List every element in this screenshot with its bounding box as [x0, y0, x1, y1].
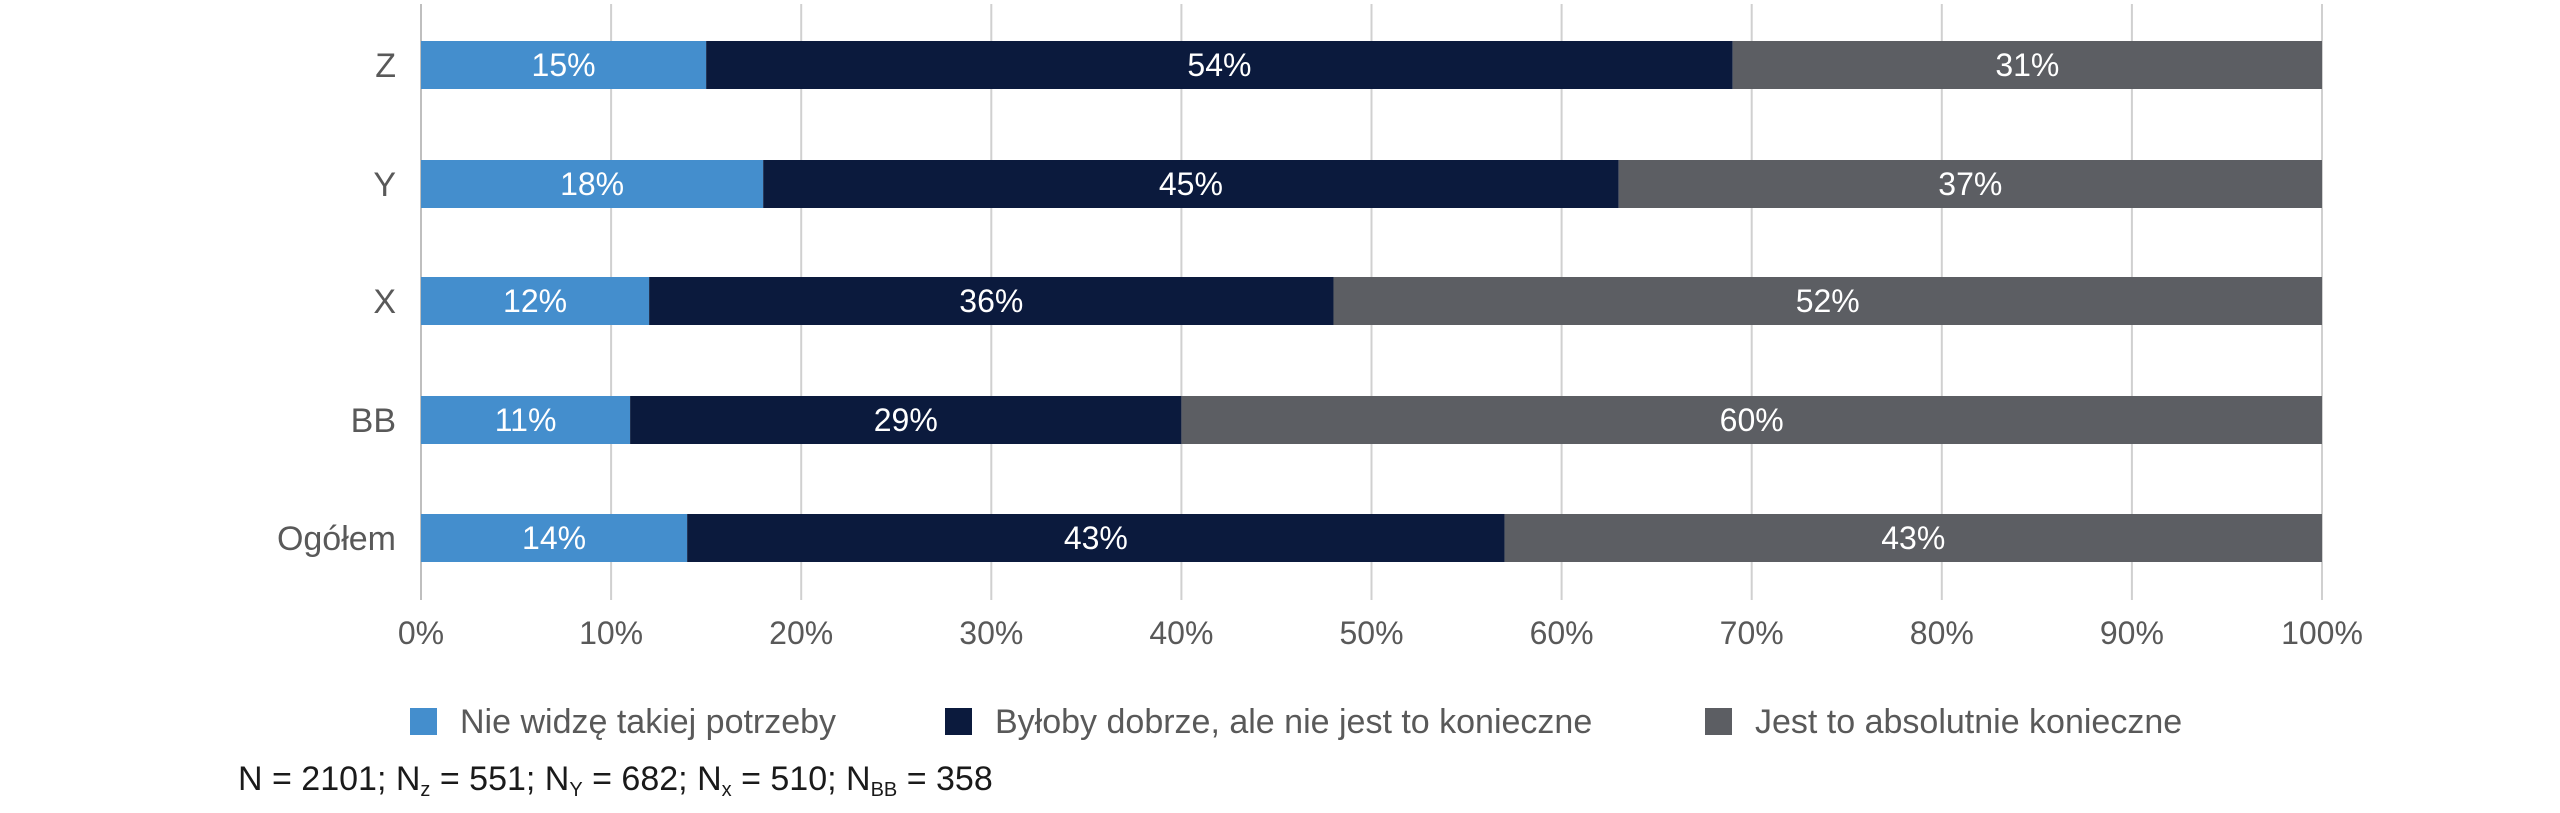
note-n-total: N = 2101; — [238, 760, 387, 798]
data-label: 14% — [522, 520, 586, 556]
legend-label: Jest to absolutnie konieczne — [1755, 703, 2182, 741]
bar-segment — [1181, 396, 2322, 444]
data-label: 31% — [1995, 47, 2059, 83]
data-label: 29% — [874, 402, 938, 438]
category-label: Ogółem — [277, 520, 396, 558]
x-tick-label: 70% — [1720, 615, 1784, 651]
x-tick-label: 40% — [1149, 615, 1213, 651]
x-tick-label: 60% — [1530, 615, 1594, 651]
data-label: 60% — [1720, 402, 1784, 438]
x-tick-label: 30% — [959, 615, 1023, 651]
legend-label: Byłoby dobrze, ale nie jest to konieczne — [995, 703, 1592, 741]
data-label: 43% — [1064, 520, 1128, 556]
bar-segment — [1333, 277, 2322, 325]
bar-segment — [1504, 514, 2322, 562]
data-label: 37% — [1938, 166, 2002, 202]
bar-segment — [1618, 160, 2322, 208]
category-label: Z — [375, 47, 396, 85]
note-n-y: NY = 682; — [544, 760, 688, 801]
bar-segment — [421, 277, 650, 325]
x-tick-label: 90% — [2100, 615, 2164, 651]
x-tick-label: 50% — [1339, 615, 1403, 651]
bar-segment — [649, 277, 1334, 325]
x-tick-label: 0% — [398, 615, 444, 651]
note-n-z: Nz = 551; — [395, 760, 536, 801]
data-label: 36% — [959, 283, 1023, 319]
data-label: 54% — [1187, 47, 1251, 83]
x-tick-label: 20% — [769, 615, 833, 651]
legend-label: Nie widzę takiej potrzeby — [460, 703, 836, 741]
data-label: 18% — [560, 166, 624, 202]
legend-swatch — [410, 708, 437, 735]
note-n-x: Nx = 510; — [697, 760, 837, 801]
note-n-bb: NBB = 358 — [846, 760, 993, 801]
data-label: 11% — [495, 402, 557, 438]
bar-segment — [706, 41, 1733, 89]
bar-segment — [421, 396, 631, 444]
bar-segment — [630, 396, 1182, 444]
bar-segment — [421, 160, 764, 208]
bar-segment — [687, 514, 1505, 562]
category-label: X — [373, 283, 396, 321]
data-label: 45% — [1159, 166, 1223, 202]
x-tick-label: 100% — [2281, 615, 2363, 651]
x-axis-tick-labels: 0% 10% 20% 30% 40% 50% 60% 70% 80% 90% 100% — [398, 615, 2363, 651]
category-labels: Z Y X BB Ogółem — [277, 47, 396, 558]
bar-segment — [421, 41, 707, 89]
data-label: 52% — [1796, 283, 1860, 319]
legend-swatch — [1705, 708, 1732, 735]
data-label: 43% — [1881, 520, 1945, 556]
bar-segment — [1732, 41, 2322, 89]
legend-swatch — [945, 708, 972, 735]
x-tick-label: 10% — [579, 615, 643, 651]
bar-segment — [763, 160, 1619, 208]
data-label: 12% — [503, 283, 567, 319]
sample-size-note: N = 2101; Nz = 551; NY = 682; Nx = 510; … — [238, 760, 993, 802]
category-label: Y — [373, 166, 396, 204]
legend: Nie widzę takiej potrzeby Byłoby dobrze, … — [410, 703, 2182, 741]
x-tick-label: 80% — [1910, 615, 1974, 651]
category-label: BB — [351, 402, 396, 440]
data-label: 15% — [532, 47, 596, 83]
bar-segment — [421, 514, 688, 562]
bars: 15% 54% 31% 18% 45% 37% 12% 36% 52% 11% 29% 60% 14% 4… — [421, 41, 2322, 562]
